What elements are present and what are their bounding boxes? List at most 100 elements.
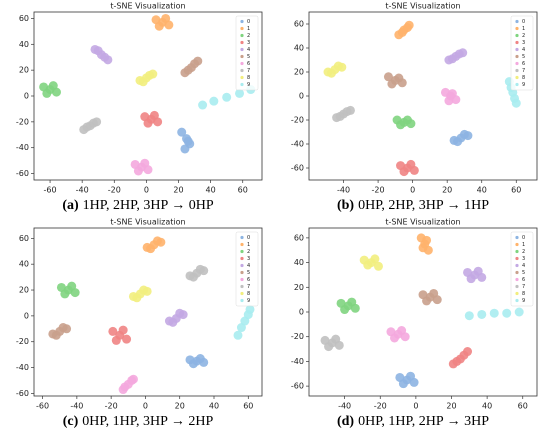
point (447, 54, 457, 64)
x-tick-label: -20 (108, 186, 121, 195)
legend-label: 7 (247, 284, 250, 290)
x-tick-label: 60 (243, 402, 253, 411)
point (222, 92, 232, 102)
legend-label: 3 (247, 256, 250, 262)
legend-label: 3 (522, 256, 525, 262)
point (183, 65, 193, 75)
legend-label: 3 (522, 40, 525, 46)
legend-swatch (240, 54, 244, 59)
point (245, 304, 255, 314)
legend-label: 0 (522, 235, 525, 241)
y-tick-label: -40 (16, 143, 29, 152)
legend-swatch (515, 249, 519, 254)
point (88, 118, 98, 128)
legend-swatch (515, 277, 519, 282)
plot-frame (33, 227, 263, 397)
legend-label: 7 (522, 284, 525, 290)
y-tick-label: -60 (16, 389, 29, 398)
point (138, 77, 148, 87)
x-tick-label: -20 (372, 186, 385, 195)
x-tick-label: 40 (482, 402, 492, 411)
legend-label: 0 (247, 235, 250, 241)
legend-swatch (240, 291, 244, 296)
point (447, 89, 457, 99)
y-tick-label: 40 (294, 44, 304, 53)
legend-swatch (240, 19, 244, 24)
legend-swatch (240, 82, 244, 87)
point (422, 235, 432, 245)
legend-label: 4 (247, 263, 250, 269)
y-tick-label: 60 (294, 233, 304, 242)
y-tick-label: 60 (19, 14, 29, 23)
point (42, 88, 52, 98)
legend-label: 8 (247, 291, 250, 297)
caption: (b) 0HP, 2HP, 3HP → 1HP (337, 198, 489, 213)
legend-label: 4 (522, 263, 525, 269)
caption: (a) 1HP, 2HP, 3HP → 0HP (62, 198, 214, 213)
legend-swatch (240, 68, 244, 73)
legend-label: 1 (522, 26, 525, 32)
point (335, 111, 345, 121)
x-tick-label: 0 (413, 402, 418, 411)
legend-label: 1 (247, 242, 250, 248)
point (402, 115, 412, 125)
point (326, 68, 336, 78)
point (108, 326, 118, 336)
point (511, 98, 521, 108)
legend-label: 5 (522, 270, 525, 276)
point (373, 261, 383, 271)
legend-swatch (515, 270, 519, 275)
legend-swatch (515, 82, 519, 87)
legend-label: 6 (522, 277, 525, 283)
point (127, 375, 137, 385)
legend-label: 4 (247, 47, 250, 53)
legend-label: 2 (247, 249, 250, 255)
point (422, 296, 432, 306)
point (133, 166, 143, 176)
panel: t-SNE Visualization-60 -40 -20 0 20 40 60-60-4… (16, 218, 263, 429)
legend-swatch (240, 242, 244, 247)
legend-label: 9 (522, 82, 525, 88)
legend-label: 6 (247, 61, 250, 67)
point (406, 159, 416, 169)
y-tick-label: 60 (294, 20, 304, 29)
y-tick-label: -20 (16, 117, 29, 126)
legend-swatch (240, 40, 244, 45)
caption-label: (d) (337, 414, 354, 429)
point (406, 371, 416, 381)
point (394, 73, 404, 83)
point (152, 236, 162, 246)
point (396, 120, 406, 130)
point (139, 285, 149, 295)
y-tick-label: -40 (16, 363, 29, 372)
point (514, 307, 524, 317)
point (453, 137, 463, 147)
legend-swatch (240, 61, 244, 66)
point (111, 335, 121, 345)
point (489, 308, 499, 318)
legend-swatch (515, 26, 519, 31)
legend-label: 2 (247, 33, 250, 39)
point (195, 264, 205, 274)
legend-swatch (240, 270, 244, 275)
x-tick-label: 0 (143, 402, 148, 411)
point (324, 342, 334, 352)
legend-swatch (240, 33, 244, 38)
x-tick-label: 20 (446, 402, 456, 411)
caption-text: 0HP, 2HP, 3HP → 1HP (358, 198, 489, 213)
point (177, 127, 187, 137)
point (452, 356, 462, 366)
plot-frame (308, 11, 538, 181)
y-tick-label: 20 (294, 283, 304, 292)
legend-swatch (515, 298, 519, 303)
y-tick-label: 40 (294, 258, 304, 267)
y-tick-label: 40 (19, 40, 29, 49)
chart-title: t-SNE Visualization (385, 2, 460, 11)
legend-swatch (515, 61, 519, 66)
x-tick-label: -60 (44, 186, 57, 195)
chart-title: t-SNE Visualization (110, 2, 185, 11)
legend-swatch (515, 47, 519, 52)
